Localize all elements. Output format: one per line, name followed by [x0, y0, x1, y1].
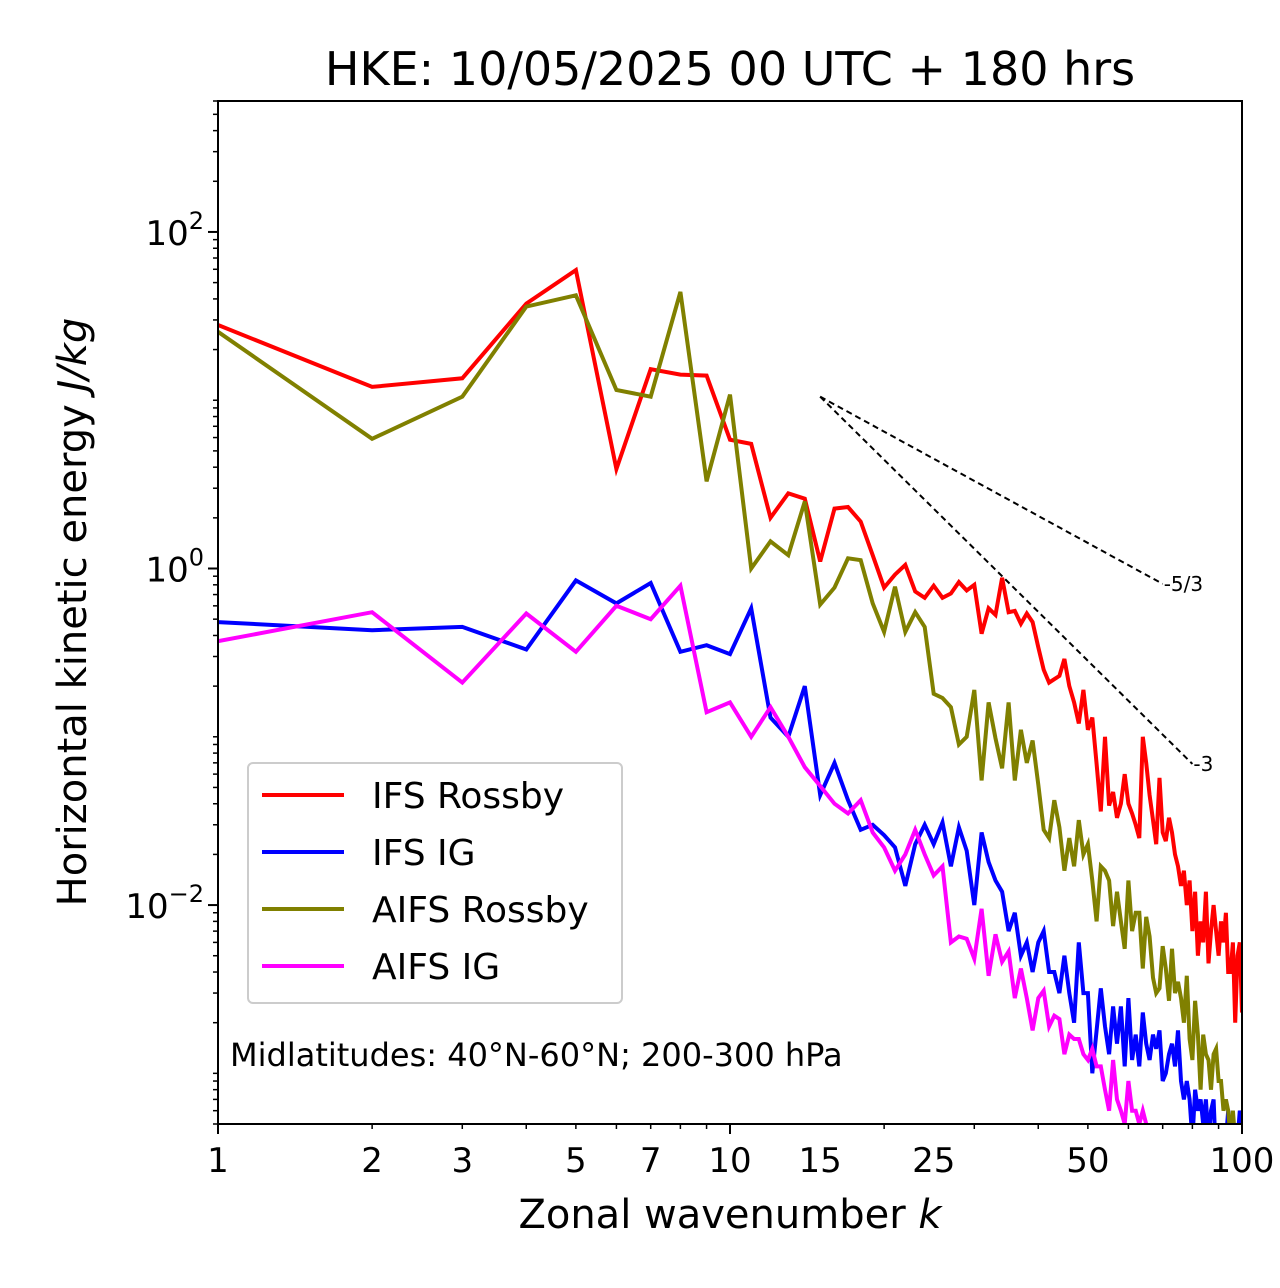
- y-tick-label: 100: [145, 544, 204, 591]
- x-tick-label: 3: [451, 1141, 473, 1181]
- x-tick-label: 1: [207, 1141, 229, 1181]
- x-tick-label: 2: [361, 1141, 383, 1181]
- x-tick-label: 7: [640, 1141, 662, 1181]
- y-tick-label: 102: [145, 207, 204, 254]
- reference-slope-label: -3: [1193, 752, 1213, 776]
- legend-label: AIFS Rossby: [372, 890, 589, 931]
- x-tick-label: 25: [912, 1141, 955, 1181]
- chart-title: HKE: 10/05/2025 00 UTC + 180 hrs: [325, 42, 1135, 96]
- legend-label: AIFS IG: [372, 947, 500, 988]
- y-axis: 102 100 10−2: [125, 100, 218, 1125]
- region-annotation: Midlatitudes: 40°N-60°N; 200-300 hPa: [230, 1036, 843, 1074]
- series-line-ifs-rossby: [218, 266, 1242, 1023]
- y-tick-label: 10−2: [125, 880, 204, 927]
- legend: IFS Rossby IFS IG AIFS Rossby AIFS IG: [247, 762, 623, 1004]
- legend-label: IFS IG: [372, 833, 476, 874]
- x-tick-label: 15: [799, 1141, 842, 1181]
- series-layer: [218, 266, 1242, 1124]
- series-line-ifs-ig: [218, 577, 1242, 1124]
- legend-box: [247, 762, 623, 1004]
- x-tick-label: 100: [1210, 1141, 1275, 1181]
- x-axis: 1 2 3 5 7 10 15 25 50 100: [207, 1124, 1274, 1181]
- x-tick-label: 5: [565, 1141, 587, 1181]
- x-tick-label: 50: [1066, 1141, 1109, 1181]
- series-line-aifs-ig: [218, 581, 1181, 1124]
- reference-slopes: -5/3 -3: [819, 395, 1213, 776]
- reference-slope-line: [819, 395, 1164, 585]
- y-axis-label: Horizontal kinetic energy J/kg: [50, 318, 96, 907]
- series-line-aifs-rossby: [218, 291, 1240, 1124]
- x-tick-label: 10: [708, 1141, 751, 1181]
- reference-slope-label: -5/3: [1164, 572, 1203, 596]
- reference-slope-line: [819, 395, 1194, 765]
- legend-label: IFS Rossby: [372, 776, 564, 817]
- x-axis-label: Zonal wavenumber k: [518, 1192, 943, 1238]
